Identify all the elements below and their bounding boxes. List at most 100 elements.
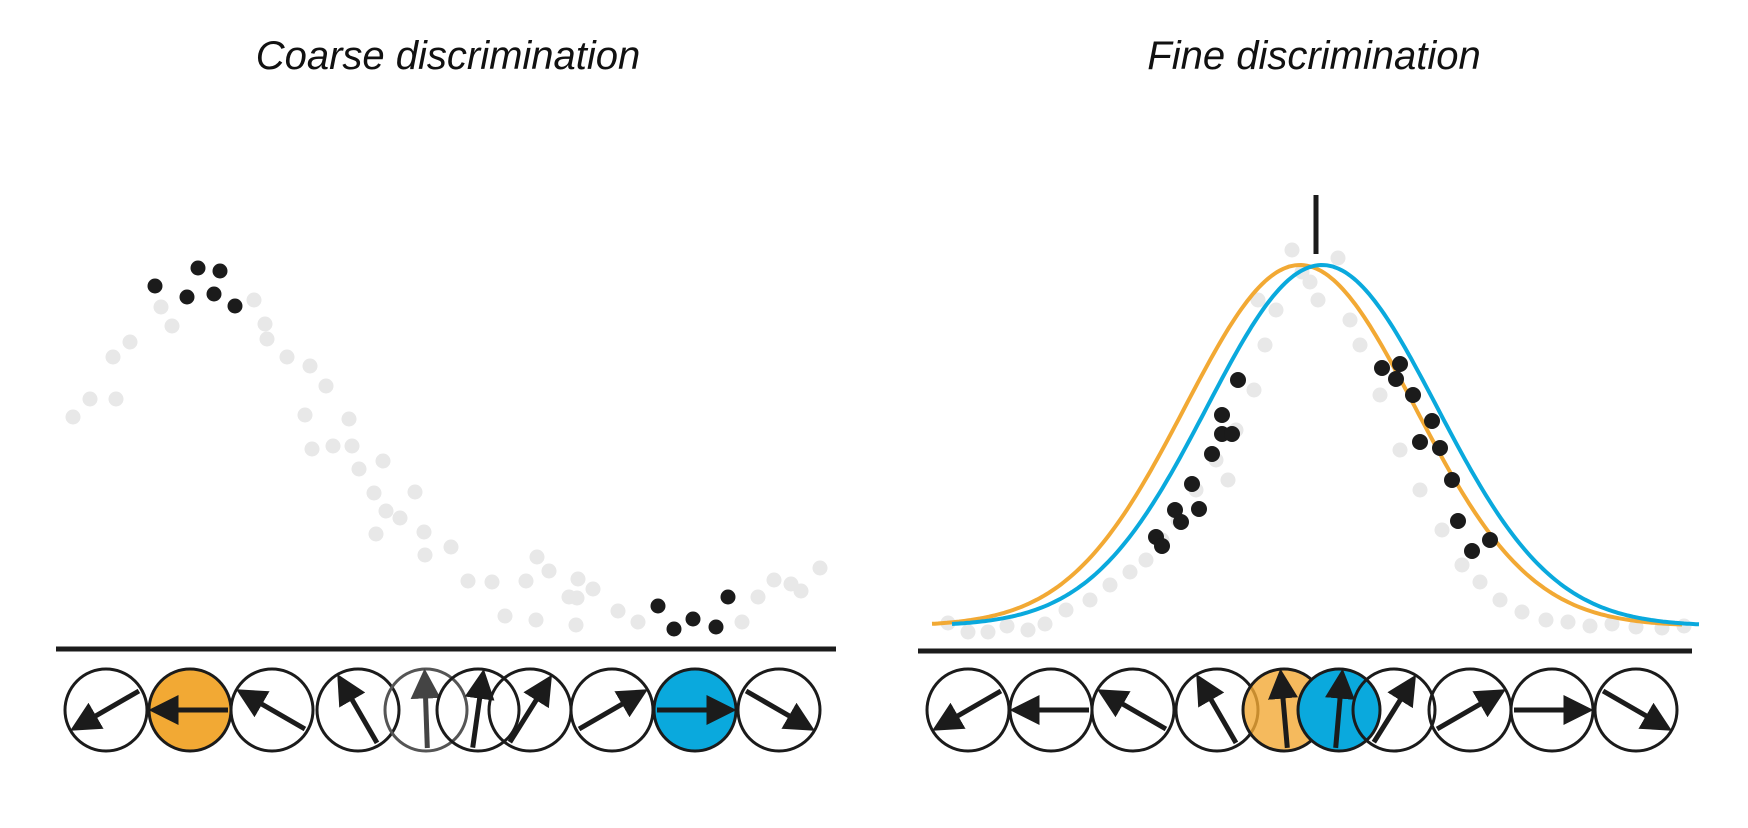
response-dot bbox=[999, 618, 1015, 634]
response-dot bbox=[1492, 592, 1508, 608]
response-dot bbox=[1204, 446, 1220, 462]
response-dot bbox=[1424, 413, 1440, 429]
preferred-direction-arrow-icon bbox=[1435, 689, 1506, 732]
response-dot bbox=[153, 299, 169, 315]
response-dot bbox=[1432, 440, 1448, 456]
neuron-cell bbox=[63, 667, 149, 753]
neuron-cell bbox=[487, 667, 573, 753]
response-dot bbox=[1167, 502, 1183, 518]
neuron-cell bbox=[147, 667, 233, 753]
neuron-cell bbox=[1296, 667, 1382, 753]
response-dot bbox=[417, 547, 433, 563]
response-dot bbox=[568, 617, 584, 633]
neuron-circle bbox=[229, 667, 315, 753]
response-dot bbox=[1482, 532, 1498, 548]
response-dot bbox=[1102, 577, 1118, 593]
neuron-circle bbox=[1351, 667, 1437, 753]
response-dot bbox=[227, 298, 243, 314]
response-dot bbox=[378, 503, 394, 519]
response-dot bbox=[344, 438, 360, 454]
neuron-cell bbox=[1593, 667, 1679, 753]
response-dot bbox=[812, 560, 828, 576]
response-dot bbox=[1412, 434, 1428, 450]
neuron-cell bbox=[1509, 667, 1595, 753]
neuron-cell bbox=[435, 667, 521, 753]
coarse-panel bbox=[56, 260, 836, 753]
neuron-circle bbox=[1593, 667, 1679, 753]
response-dot bbox=[1230, 372, 1246, 388]
preferred-direction-arrow-icon bbox=[507, 674, 552, 744]
response-dot bbox=[528, 612, 544, 628]
response-dot bbox=[630, 614, 646, 630]
fine-panel bbox=[918, 195, 1700, 753]
response-dot bbox=[570, 571, 586, 587]
response-dot bbox=[685, 611, 701, 627]
response-dot bbox=[1246, 382, 1262, 398]
response-dot bbox=[1464, 543, 1480, 559]
response-dot bbox=[1352, 337, 1368, 353]
preferred-direction-arrow-icon bbox=[1097, 689, 1168, 732]
preferred-direction-arrow-icon bbox=[337, 674, 380, 745]
response-dot bbox=[179, 289, 195, 305]
fine-title: Fine discrimination bbox=[1147, 34, 1481, 78]
preferred-direction-arrow-icon bbox=[410, 668, 441, 749]
response-dot bbox=[1037, 616, 1053, 632]
response-dot bbox=[1444, 472, 1460, 488]
preferred-direction-arrow-icon bbox=[1371, 674, 1416, 744]
response-dot bbox=[1372, 387, 1388, 403]
neuron-cell bbox=[736, 667, 822, 753]
response-dot bbox=[122, 334, 138, 350]
response-dot bbox=[1082, 592, 1098, 608]
response-dot bbox=[1122, 564, 1138, 580]
preferred-direction-arrow-icon bbox=[577, 689, 648, 732]
response-dot bbox=[1184, 476, 1200, 492]
response-dot bbox=[416, 524, 432, 540]
response-dot bbox=[1224, 426, 1240, 442]
response-dot bbox=[960, 624, 976, 640]
response-dot bbox=[460, 573, 476, 589]
response-dot bbox=[147, 278, 163, 294]
response-dot bbox=[1268, 302, 1284, 318]
response-dot bbox=[1284, 242, 1300, 258]
coarse-title: Coarse discrimination bbox=[255, 34, 641, 78]
response-dot bbox=[518, 573, 534, 589]
response-dot bbox=[1538, 612, 1554, 628]
response-dot bbox=[82, 391, 98, 407]
response-dot bbox=[980, 624, 996, 640]
response-dot bbox=[1392, 442, 1408, 458]
response-dot bbox=[304, 441, 320, 457]
response-dot bbox=[190, 260, 206, 276]
preferred-direction-arrow-icon bbox=[1268, 668, 1298, 749]
response-dot bbox=[1450, 513, 1466, 529]
response-dot bbox=[212, 263, 228, 279]
response-dot bbox=[375, 453, 391, 469]
neuron-cell bbox=[1090, 667, 1176, 753]
response-dot bbox=[793, 583, 809, 599]
response-dot bbox=[1472, 574, 1488, 590]
response-dot bbox=[366, 485, 382, 501]
response-dot bbox=[105, 349, 121, 365]
response-dot bbox=[585, 581, 601, 597]
response-dot bbox=[318, 378, 334, 394]
response-dot bbox=[325, 438, 341, 454]
neuron-circle bbox=[315, 667, 401, 753]
response-dot bbox=[497, 608, 513, 624]
coarse-neuron-row bbox=[63, 667, 822, 753]
response-dot bbox=[1138, 552, 1154, 568]
response-dot bbox=[529, 549, 545, 565]
neuron-cell bbox=[569, 667, 655, 753]
neuron-cell bbox=[1427, 667, 1513, 753]
response-dot bbox=[246, 292, 262, 308]
response-dot bbox=[1374, 360, 1390, 376]
response-dot bbox=[1454, 557, 1470, 573]
response-dot bbox=[1330, 250, 1346, 266]
response-dot bbox=[1058, 602, 1074, 618]
response-dot bbox=[351, 461, 367, 477]
orange-tuning-curve bbox=[931, 262, 1683, 627]
response-dot bbox=[1220, 472, 1236, 488]
response-dot bbox=[569, 590, 585, 606]
response-dot bbox=[1191, 501, 1207, 517]
response-dot bbox=[206, 286, 222, 302]
response-dot bbox=[484, 574, 500, 590]
